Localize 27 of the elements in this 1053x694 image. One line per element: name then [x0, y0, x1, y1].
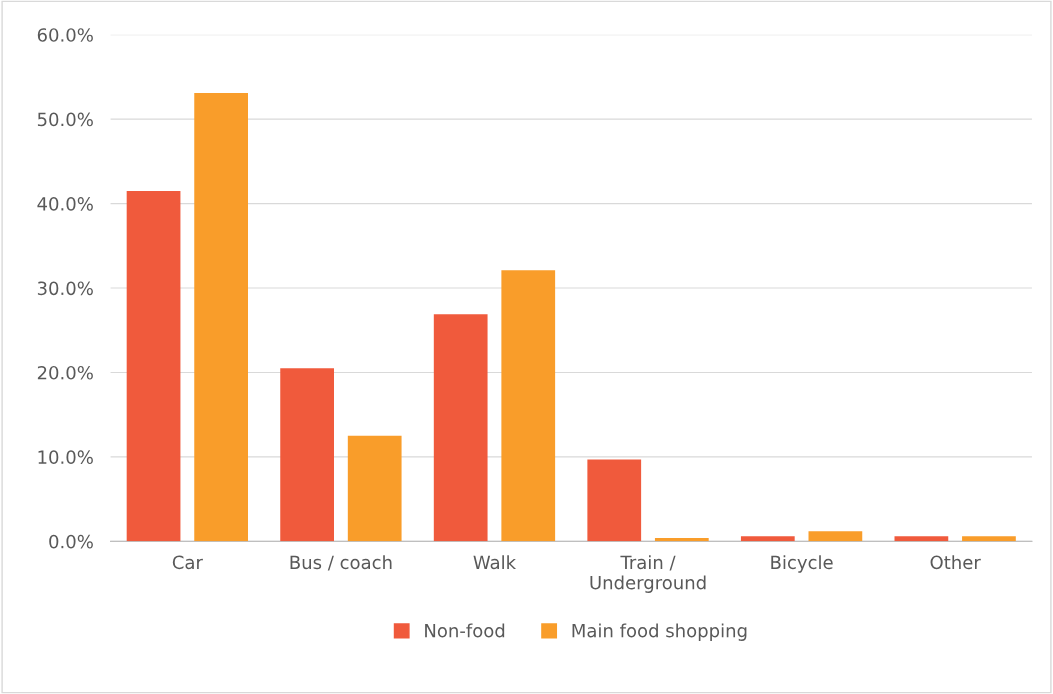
- y-tick-label: 50.0%: [37, 112, 93, 127]
- bar: [194, 92, 248, 542]
- x-tick-label: Walk: [473, 555, 517, 570]
- bar: [280, 368, 334, 542]
- x-tick-label: Other: [930, 555, 981, 570]
- bar: [740, 536, 795, 542]
- bar: [433, 314, 488, 542]
- x-tick-label: Bus / coach: [290, 555, 392, 571]
- bar: [654, 537, 709, 542]
- bar: [501, 270, 556, 542]
- y-tick-label: 30.0%: [37, 281, 93, 296]
- bar: [587, 459, 642, 542]
- y-tick-label: 0.0%: [49, 534, 93, 549]
- bar: [962, 536, 1016, 542]
- x-tick-label: Train / Underground: [590, 555, 706, 593]
- bar: [126, 190, 181, 542]
- legend-label: Main food shopping: [572, 623, 747, 641]
- y-tick-label: 10.0%: [38, 450, 93, 464]
- x-tick-label: Car: [172, 555, 203, 570]
- y-tick-label: 20.0%: [37, 365, 93, 380]
- bar: [894, 536, 949, 542]
- y-tick-label: 60.0%: [37, 28, 93, 42]
- legend-label: Non-food: [425, 623, 505, 638]
- bar: [347, 435, 402, 542]
- bar: [808, 531, 863, 542]
- x-tick-label: Bicycle: [771, 555, 833, 573]
- y-tick-label: 40.0%: [37, 197, 93, 211]
